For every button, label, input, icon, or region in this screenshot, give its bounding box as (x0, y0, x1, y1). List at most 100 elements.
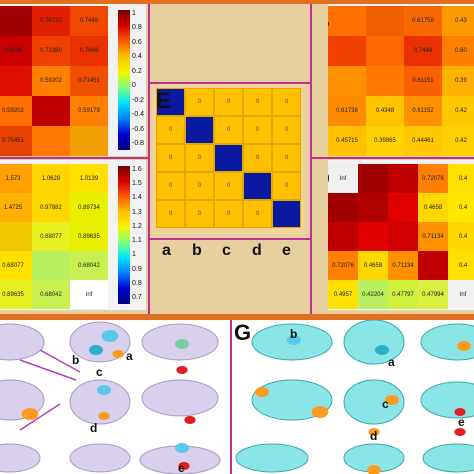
matrix-cell: 0 (156, 172, 185, 200)
matrix-cell: 0 (185, 200, 214, 228)
heatmap-cell: 0.61738 (328, 96, 366, 126)
heatmap-cell: 0.71134 (418, 222, 448, 251)
heatmap-cell: 0.72076 (418, 164, 448, 193)
panel-b: 0.61758 0.43 0.7448 0.60 0.61151 0.39 0.61738 0… (328, 4, 474, 156)
region-blob (112, 350, 124, 358)
matrix-cell: 0 (156, 116, 185, 144)
matrix-cell: 0 (272, 88, 301, 116)
matrix-cell: 0 (272, 116, 301, 144)
heatmap-cell: 0.61758 (404, 6, 442, 36)
colorbar-tick: -0.8 (132, 140, 145, 147)
connection-line (19, 359, 77, 381)
heatmap-cell (328, 222, 358, 251)
heatmap-cell (0, 222, 32, 251)
matrix-cell: 0 (214, 88, 243, 116)
matrix-cell: 0 (214, 172, 243, 200)
heatmap-cell: 0.71134 (388, 251, 418, 280)
brain-coronal-view (343, 379, 405, 425)
region-blob (367, 465, 381, 474)
matrix-cell: 0 (156, 144, 185, 172)
region-blob (454, 428, 466, 436)
heatmap-cell: 0.72076 (328, 251, 358, 280)
region-blob (385, 395, 399, 405)
panel-a-colorbar (118, 10, 130, 150)
heatmap-cell (328, 193, 358, 222)
connection-line (19, 403, 61, 431)
brain-region-label: e (178, 461, 185, 474)
heatmap-cell (388, 222, 418, 251)
brain-lateral-view (235, 443, 309, 473)
heatmap-cell (70, 126, 108, 156)
heatmap-cell: 0.71451 (70, 66, 108, 96)
matrix-diagonal-cell (272, 200, 301, 228)
matrix-axis-letter: d (252, 242, 262, 259)
region-blob (178, 462, 190, 470)
heatmap-cell: 0.4 (448, 164, 474, 193)
matrix-cell: 0 (214, 116, 243, 144)
matrix-cell: 0 (185, 88, 214, 116)
heatmap-cell: 0.8009 (0, 36, 32, 66)
region-blob (368, 428, 380, 436)
heatmap-cell: 1.0628 (32, 164, 70, 193)
region-blob (375, 345, 389, 355)
matrix-diagonal-cell (243, 172, 272, 200)
matrix-axis-letter: a (162, 242, 171, 259)
heatmap-cell: 0.76722 (32, 6, 70, 36)
brain-lateral-view (0, 323, 45, 361)
matrix-cell: 0 (243, 116, 272, 144)
matrix-axis-letter: b (192, 242, 202, 259)
matrix-cell: 0 (272, 144, 301, 172)
matrix-cell: 0 (243, 144, 272, 172)
heatmap-cell: 0.59202 (0, 96, 32, 126)
matrix-diagonal-cell (214, 144, 243, 172)
colorbar-tick: 1.4 (132, 194, 142, 202)
connection-line (39, 349, 81, 373)
colorbar-tick: 1.2 (132, 222, 142, 230)
brain-lateral-view (251, 379, 333, 421)
colorbar-tick: 0 (132, 82, 136, 90)
heatmap-cell: 0.42204 (358, 280, 388, 309)
heatmap-cell: 0.72380 (32, 36, 70, 66)
brain-medial-view (420, 323, 474, 361)
colorbar-tick: -0.2 (132, 96, 145, 104)
heatmap-cell: 0.59179 (70, 96, 108, 126)
panel-b-label: B (328, 8, 330, 34)
region-blob (184, 416, 196, 424)
brain-coronal-view (69, 443, 131, 473)
colorbar-tick: 0.6 (132, 38, 142, 46)
heatmap-cell: 0.43 (442, 6, 474, 36)
colorbar-tick: 1 (132, 10, 136, 17)
right-brain-renders: b a c d e (235, 320, 474, 474)
panel-g-label: G (234, 320, 252, 345)
colorbar-tick: 0.4 (132, 53, 142, 61)
panel-brains-left: b a c d e (0, 320, 230, 474)
heatmap-cell: 0.4 (448, 222, 474, 251)
panel-d-label: D (328, 166, 330, 192)
separator-mid-left (0, 157, 150, 159)
colorbar-tick: 1.3 (132, 208, 142, 216)
heatmap-cell: 0.7649 (70, 36, 108, 66)
heatmap-cell: 1.0139 (70, 164, 108, 193)
region-blob (101, 330, 119, 342)
heatmap-cell: 0.68042 (32, 280, 70, 309)
region-blob (255, 387, 269, 397)
matrix-cell: 0 (243, 200, 272, 228)
colorbar-tick: -0.4 (132, 111, 145, 119)
panel-a: 0.76722 0.7449 0.8009 0.72380 0.7649 0.59202 0… (0, 4, 146, 156)
brain-medial-view (141, 379, 219, 417)
brain-region-label: d (370, 429, 377, 443)
heatmap-cell (32, 126, 70, 156)
brain-region-label: d (90, 421, 97, 435)
heatmap-cell: 0.61151 (404, 66, 442, 96)
region-blob (175, 443, 189, 453)
matrix-cell: 0 (272, 172, 301, 200)
heatmap-cell: 0.97882 (32, 193, 70, 222)
heatmap-cell: 0.4 (448, 251, 474, 280)
colorbar-tick: 0.8 (132, 24, 142, 32)
panel-d: Inf 0.72076 0.4 0.4658 0.4 0.71134 0.4 0.72076 0… (328, 160, 474, 310)
panel-g: b a c d e G (232, 320, 474, 474)
heatmap-cell: 0.47797 (388, 280, 418, 309)
panel-e-label: E (156, 88, 171, 113)
colorbar-tick: 0.7 (132, 294, 142, 301)
